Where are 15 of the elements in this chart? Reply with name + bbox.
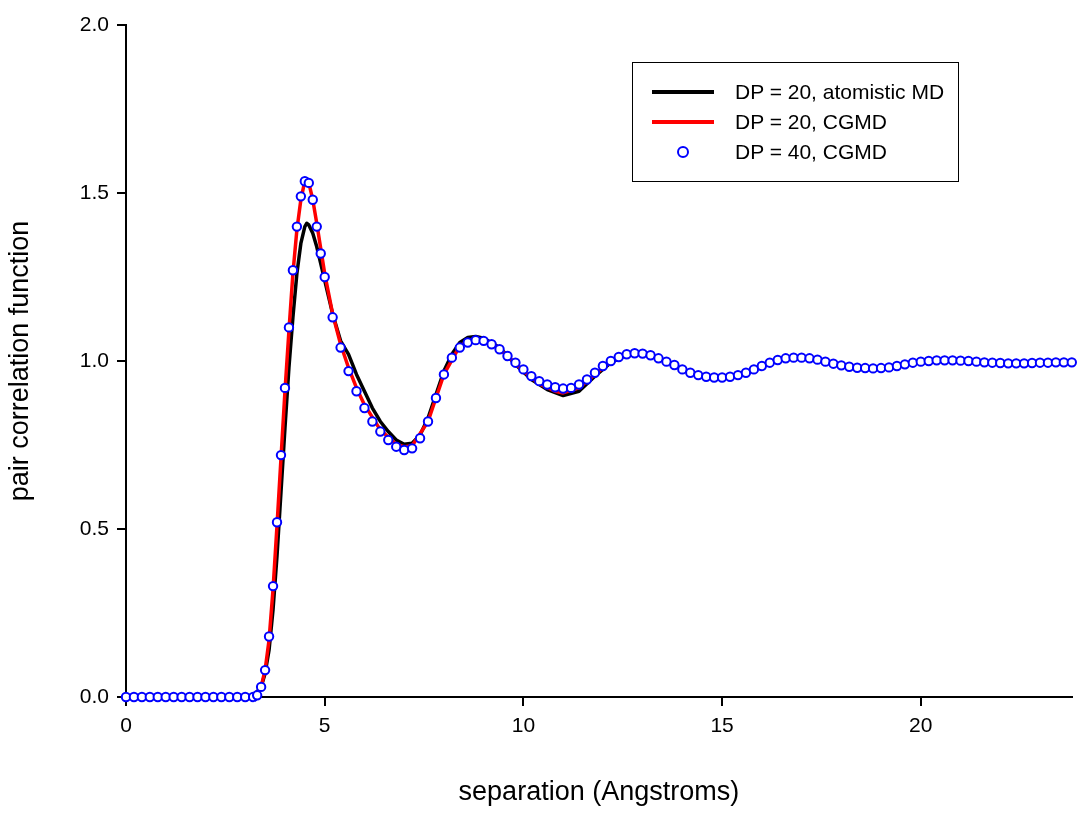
x-tick-label: 5 <box>318 713 331 737</box>
legend-label: DP = 20, atomistic MD <box>735 80 945 104</box>
y-tick-label: 0.0 <box>79 683 109 707</box>
x-tick-label: 15 <box>710 713 734 737</box>
x-tick-label: 0 <box>120 713 132 737</box>
y-tick-label: 1.0 <box>79 347 109 371</box>
legend-label: DP = 20, CGMD <box>735 110 887 134</box>
y-tick-label: 0.5 <box>79 515 109 539</box>
y-axis-title: pair correlation function <box>3 220 34 502</box>
legend-label: DP = 40, CGMD <box>735 140 887 164</box>
x-tick-label: 20 <box>909 713 933 737</box>
y-tick-label: 1.5 <box>79 179 109 203</box>
y-tick-label: 2.0 <box>79 11 109 35</box>
x-axis-title: separation (Angstroms) <box>458 776 740 807</box>
x-tick-label: 10 <box>511 713 536 737</box>
